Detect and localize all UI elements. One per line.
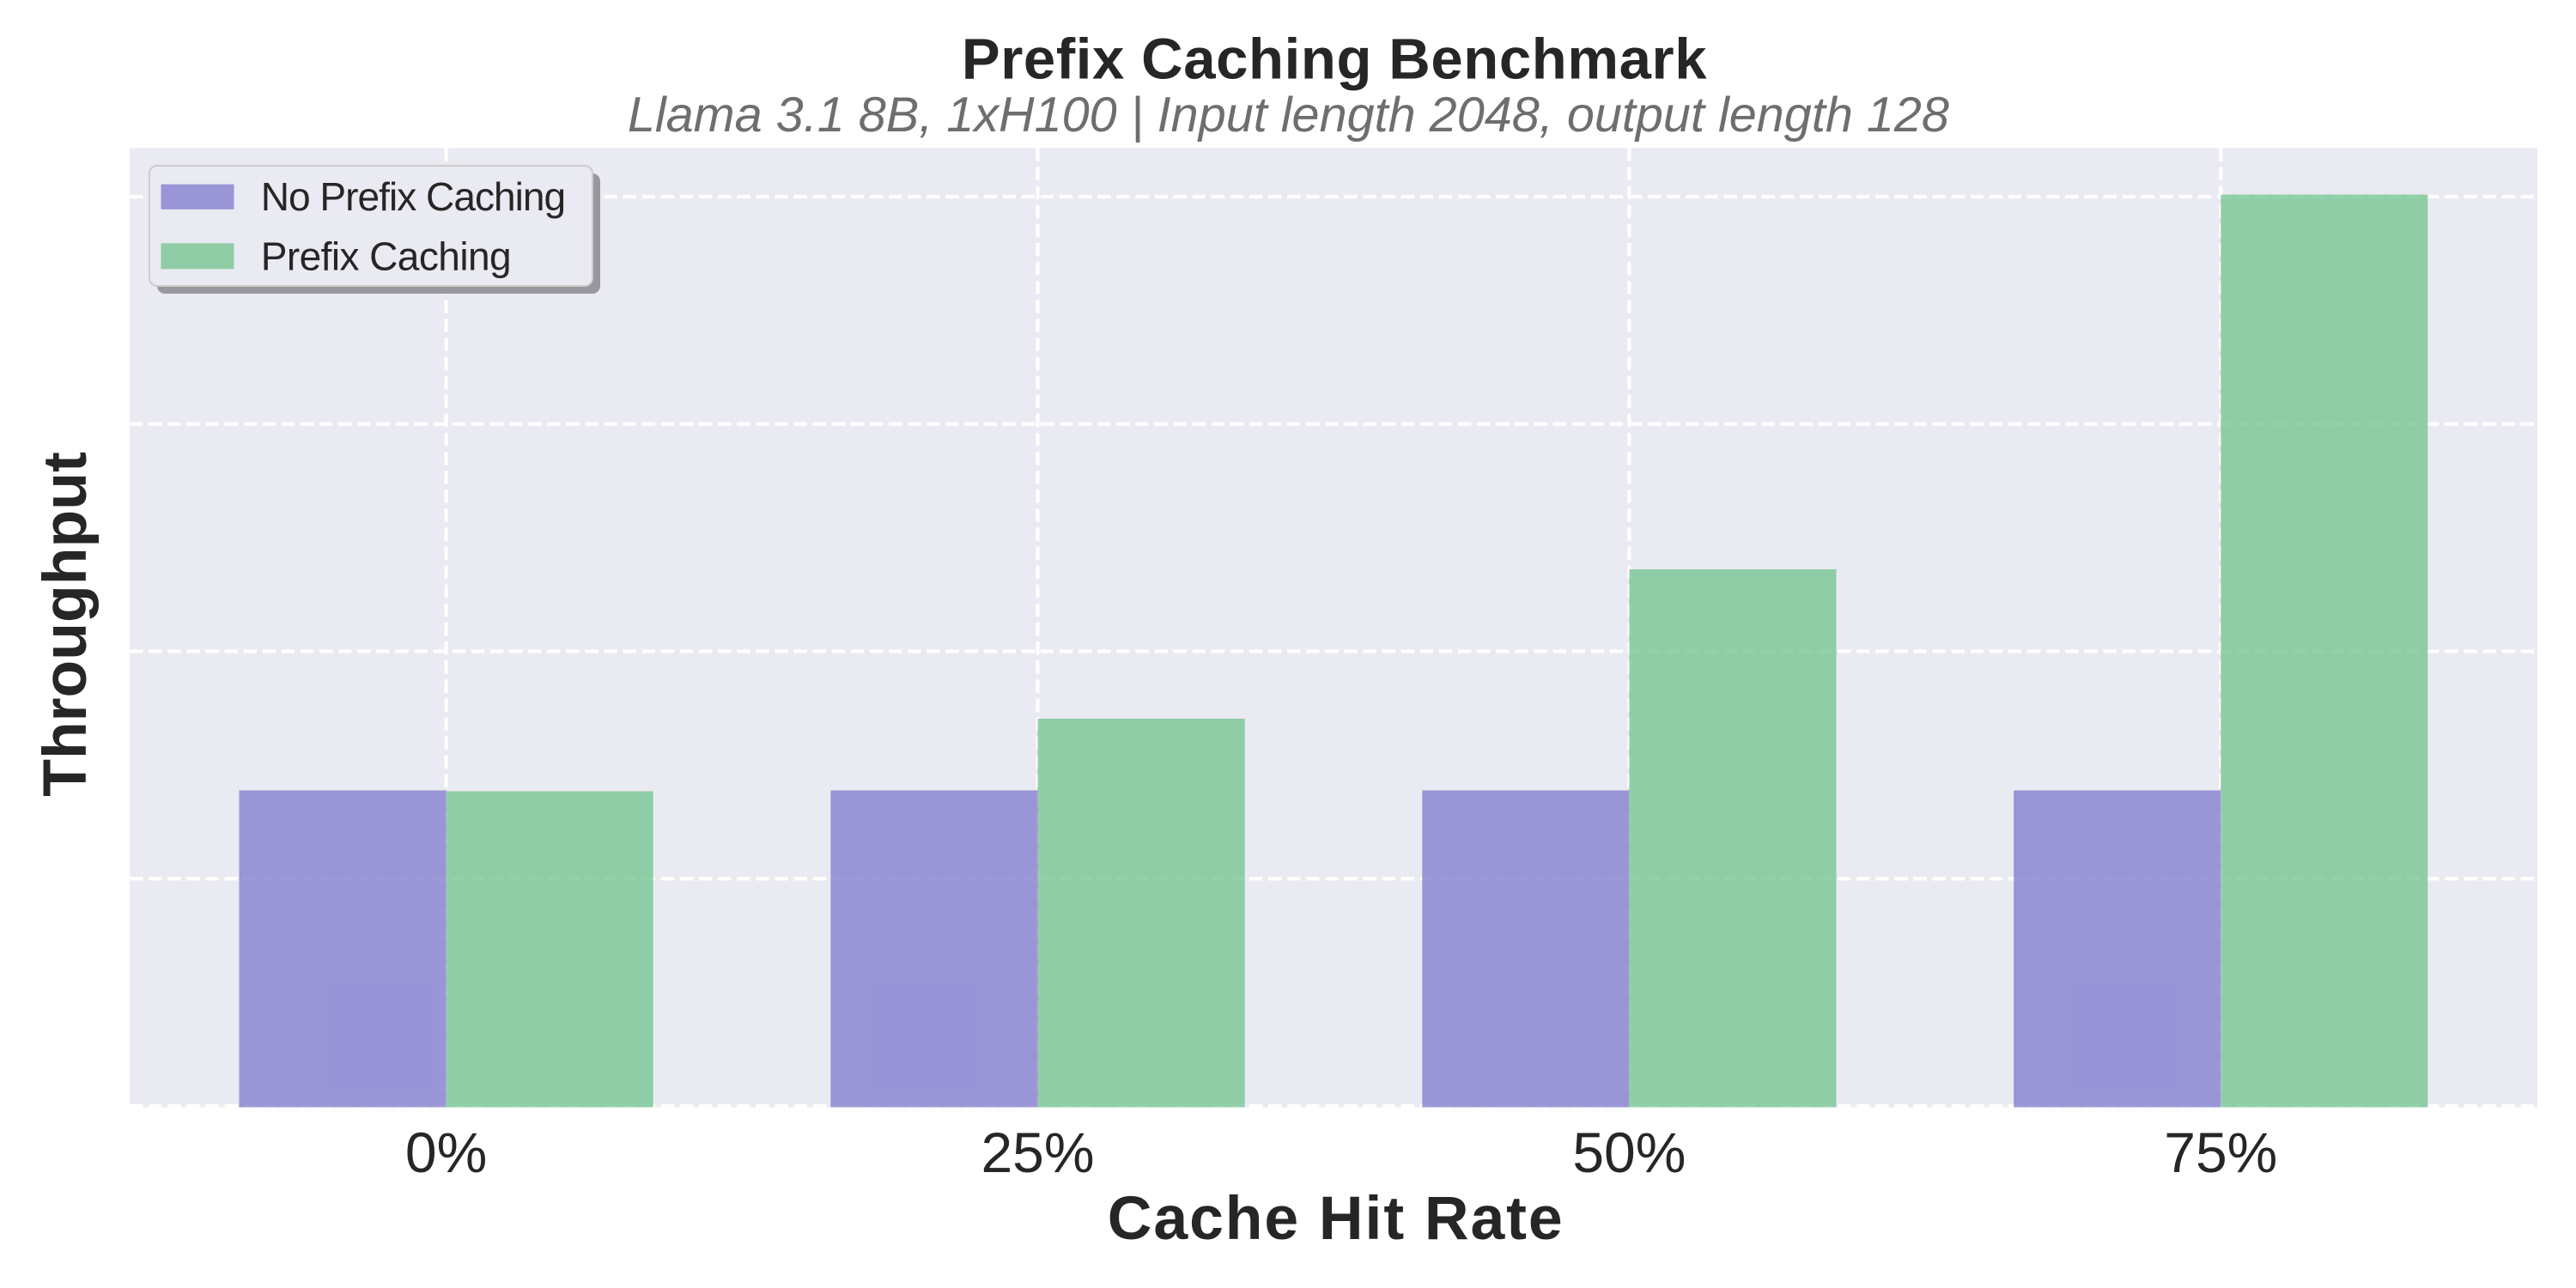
svg-text:25%: 25% bbox=[981, 1121, 1094, 1184]
svg-text:Prefix Caching Benchmark: Prefix Caching Benchmark bbox=[962, 27, 1707, 92]
svg-text:Prefix Caching: Prefix Caching bbox=[261, 234, 511, 278]
svg-text:Throughput: Throughput bbox=[31, 452, 100, 797]
svg-text:75%: 75% bbox=[2164, 1121, 2277, 1184]
svg-text:50%: 50% bbox=[1572, 1121, 1686, 1184]
svg-text:Llama 3.1 8B, 1xH100 | Input l: Llama 3.1 8B, 1xH100 | Input length 2048… bbox=[628, 88, 1949, 143]
svg-text:Cache Hit Rate: Cache Hit Rate bbox=[1108, 1184, 1564, 1253]
svg-text:0%: 0% bbox=[405, 1121, 487, 1184]
svg-text:No Prefix Caching: No Prefix Caching bbox=[261, 174, 565, 219]
